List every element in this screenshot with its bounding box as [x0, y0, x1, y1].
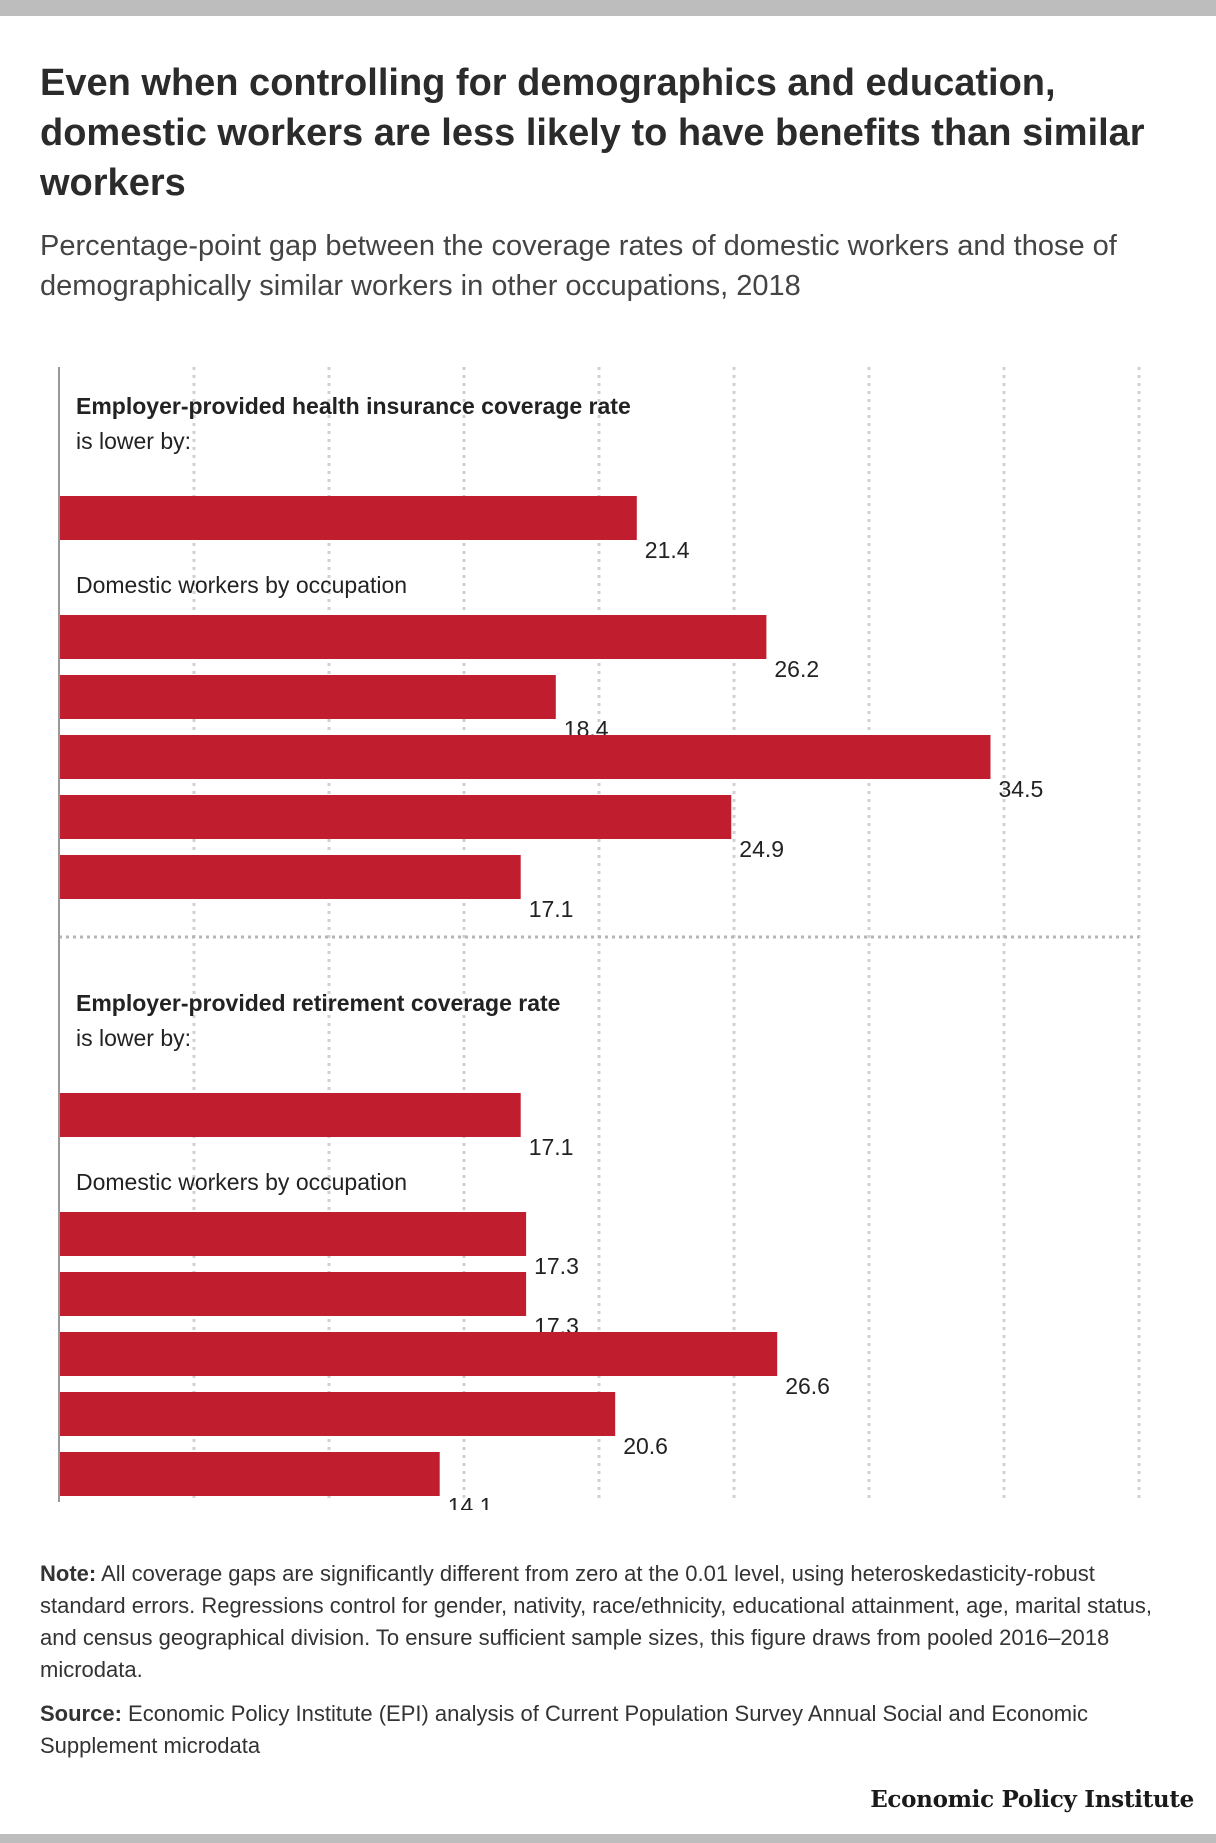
- bottom-border: [0, 1834, 1216, 1843]
- data-label: 17.3: [534, 1253, 579, 1279]
- data-label: 20.6: [623, 1433, 668, 1459]
- panel-heading: Employer-provided health insurance cover…: [76, 393, 631, 419]
- top-border: [0, 0, 1216, 16]
- bar-overall: [59, 496, 637, 540]
- data-label: 34.5: [999, 776, 1044, 802]
- bar-occupation: [59, 1392, 616, 1436]
- data-label: 26.6: [785, 1373, 830, 1399]
- bar-occupation: [59, 1452, 440, 1496]
- bar-occupation: [59, 1272, 527, 1316]
- bar-occupation: [59, 1332, 778, 1376]
- panel-heading-sub: is lower by:: [76, 428, 191, 454]
- source-text: Economic Policy Institute (EPI) analysis…: [40, 1701, 1088, 1758]
- group-label: Domestic workers by occupation: [76, 572, 407, 598]
- data-label: 17.1: [529, 896, 574, 922]
- panel-heading: Employer-provided retirement coverage ra…: [76, 990, 560, 1016]
- bar-occupation: [59, 855, 521, 899]
- epi-logo: Economic Policy Institute: [870, 1786, 1194, 1813]
- note-text: All coverage gaps are significantly diff…: [40, 1561, 1152, 1682]
- data-label: 14.1: [448, 1493, 493, 1510]
- note-label: Note:: [40, 1561, 97, 1586]
- bar-occupation: [59, 795, 732, 839]
- source-label: Source:: [40, 1701, 122, 1726]
- bar-occupation: [59, 675, 556, 719]
- bar-occupation: [59, 615, 767, 659]
- panel-heading-sub: is lower by:: [76, 1025, 191, 1051]
- bar-occupation: [59, 735, 991, 779]
- source: Source: Economic Policy Institute (EPI) …: [40, 1698, 1180, 1762]
- chart-title: Even when controlling for demographics a…: [40, 62, 1145, 204]
- bar-chart: Employer-provided health insurance cover…: [58, 367, 1141, 1510]
- data-label: 17.1: [529, 1134, 574, 1160]
- chart-subtitle: Percentage-point gap between the coverag…: [40, 230, 1117, 302]
- bar-occupation: [59, 1212, 527, 1256]
- data-label: 24.9: [739, 836, 784, 862]
- group-label: Domestic workers by occupation: [76, 1169, 407, 1195]
- note: Note: All coverage gaps are significantl…: [40, 1558, 1180, 1686]
- bar-overall: [59, 1093, 521, 1137]
- data-label: 21.4: [645, 537, 690, 563]
- data-label: 26.2: [774, 656, 819, 682]
